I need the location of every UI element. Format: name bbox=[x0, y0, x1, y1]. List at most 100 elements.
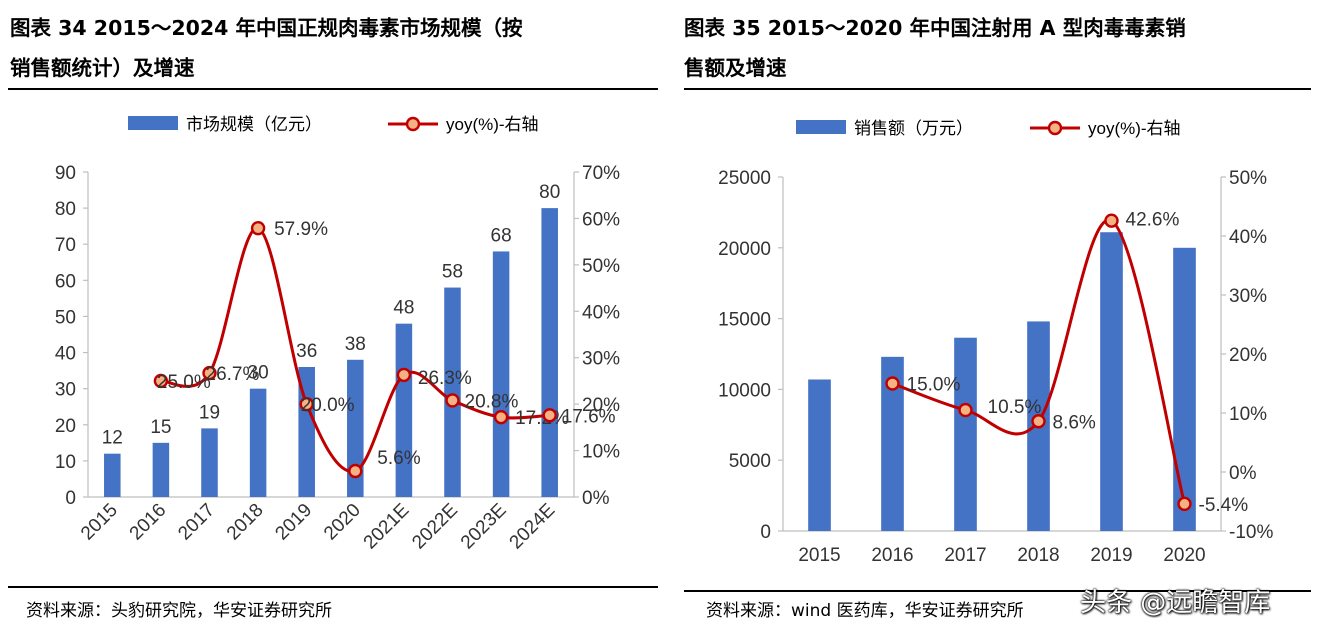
left-chart-bar-label: 12 bbox=[102, 428, 123, 449]
left-chart-yoy-label: 25.0% bbox=[157, 372, 211, 393]
left-chart-legend-line-label: yoy(%)-右轴 bbox=[446, 115, 539, 134]
left-chart-right-tick-label: 50% bbox=[582, 256, 620, 277]
left-chart-bar bbox=[395, 323, 413, 497]
left-chart-yoy-label: 20.8% bbox=[465, 391, 519, 412]
right-top-divider bbox=[684, 88, 1311, 90]
left-chart-bar-label: 80 bbox=[539, 182, 560, 203]
right-chart-title-line1: 图表 35 2015～2020 年中国注射用 A 型肉毒毒素销 bbox=[684, 16, 1186, 40]
left-chart-x-tick-label: 2021E bbox=[360, 500, 414, 554]
left-chart-right-tick-label: 30% bbox=[582, 349, 620, 370]
left-chart-yoy-marker bbox=[396, 367, 412, 383]
left-chart-left-tick-label: 80 bbox=[55, 199, 76, 220]
right-chart-yoy-marker bbox=[1104, 213, 1119, 228]
left-chart-bar-label: 38 bbox=[345, 334, 366, 355]
left-chart-x-tick-label: 2015 bbox=[77, 500, 122, 545]
left-chart-yoy-label: 26.7% bbox=[206, 364, 260, 385]
right-chart-legend-bar-swatch bbox=[796, 120, 846, 134]
left-chart-title-line1: 图表 34 2015～2024 年中国正规肉毒素市场规模（按 bbox=[10, 16, 523, 40]
left-chart-x-tick-label: 2020 bbox=[320, 500, 365, 545]
left-chart-right-tick-label: 70% bbox=[582, 163, 620, 184]
right-chart-legend-line-label: yoy(%)-右轴 bbox=[1088, 119, 1181, 138]
right-chart-right-tick-label: -10% bbox=[1229, 522, 1273, 543]
right-chart-yoy-label: 10.5% bbox=[988, 397, 1042, 418]
right-chart-legend-line-marker bbox=[1047, 120, 1063, 136]
right-chart-yoy-marker bbox=[1177, 496, 1192, 512]
right-chart-title-line2: 售额及增速 bbox=[684, 56, 787, 80]
left-chart-x-tick-label: 2023E bbox=[457, 500, 511, 554]
left-top-divider bbox=[8, 88, 658, 90]
right-chart-legend-bar-label: 销售额（万元） bbox=[854, 119, 973, 138]
left-chart-yoy-label: 26.3% bbox=[418, 368, 472, 389]
watermark: 头条 @远瞻智库 bbox=[1080, 588, 1271, 618]
left-chart-yoy-label: 17.6% bbox=[562, 406, 616, 427]
right-chart-bar bbox=[954, 337, 977, 531]
right-chart-right-tick-label: 0% bbox=[1229, 463, 1257, 484]
left-chart-yoy-label: 5.6% bbox=[377, 448, 420, 469]
right-source-note: 资料来源：wind 医药库，华安证券研究所 bbox=[706, 601, 1024, 621]
left-chart-bar-label: 36 bbox=[296, 341, 317, 362]
left-chart-bar-label: 15 bbox=[150, 417, 171, 438]
left-chart-yoy-marker bbox=[445, 393, 460, 408]
left-chart-x-tick-label: 2019 bbox=[271, 500, 316, 545]
left-chart-bar bbox=[249, 388, 267, 497]
right-chart-left-tick-label: 20000 bbox=[718, 239, 771, 260]
right-chart-title: 图表 35 2015～2020 年中国注射用 A 型肉毒毒素销 售额及增速 bbox=[684, 8, 1304, 88]
left-chart-x-tick-label: 2018 bbox=[223, 500, 268, 545]
left-source-note: 资料来源：头豹研究院，华安证券研究所 bbox=[26, 601, 332, 621]
left-chart-left-tick-label: 20 bbox=[55, 416, 76, 437]
right-chart-right-tick-label: 30% bbox=[1229, 286, 1267, 307]
left-chart-legend-bar-swatch bbox=[128, 116, 178, 130]
left-chart-left-tick-label: 50 bbox=[55, 307, 76, 328]
right-chart-left-tick-label: 10000 bbox=[718, 380, 771, 401]
right-chart-bar bbox=[1100, 232, 1123, 531]
left-chart-yoy-marker bbox=[493, 409, 509, 425]
left-chart-yoy-marker bbox=[153, 373, 169, 389]
left-chart-bar bbox=[347, 359, 364, 497]
right-chart-left-tick-label: 5000 bbox=[729, 451, 771, 472]
right-chart-right-tick-label: 20% bbox=[1229, 345, 1267, 366]
right-chart-x-tick-label: 2017 bbox=[944, 545, 986, 566]
left-chart-bar bbox=[152, 442, 170, 497]
right-chart-bar bbox=[881, 356, 904, 531]
left-chart-bar bbox=[444, 287, 461, 497]
left-chart-legend-line-marker bbox=[405, 116, 421, 132]
right-bottom-divider bbox=[684, 590, 1311, 592]
right-chart-x-tick-label: 2020 bbox=[1163, 545, 1205, 566]
left-chart-bar-label: 48 bbox=[393, 298, 414, 319]
left-chart-left-tick-label: 40 bbox=[55, 344, 76, 365]
left-chart-bar-label: 68 bbox=[491, 225, 512, 246]
right-chart-yoy-marker bbox=[1031, 414, 1046, 429]
left-chart-yoy-marker bbox=[299, 396, 314, 412]
left-bottom-divider bbox=[8, 586, 658, 588]
right-chart-right-tick-label: 40% bbox=[1229, 227, 1267, 248]
right-chart-yoy-marker bbox=[885, 376, 900, 391]
left-chart-bar bbox=[104, 453, 121, 497]
right-chart-yoy-label: 15.0% bbox=[907, 375, 961, 396]
left-chart-yoy-line bbox=[160, 226, 550, 473]
left-chart-right-tick-label: 10% bbox=[582, 442, 620, 463]
left-chart-yoy-label: 57.9% bbox=[274, 219, 328, 240]
left-chart-legend-bar-label: 市场规模（亿元） bbox=[186, 115, 322, 134]
left-chart-right-tick-label: 0% bbox=[582, 488, 610, 509]
right-chart-right-tick-label: 50% bbox=[1229, 168, 1267, 189]
left-chart-bar bbox=[492, 251, 510, 497]
right-chart-x-tick-label: 2015 bbox=[798, 545, 840, 566]
left-chart-bar-label: 58 bbox=[442, 262, 463, 283]
left-chart-x-tick-label: 2024E bbox=[506, 500, 560, 554]
left-chart-left-tick-label: 0 bbox=[65, 488, 76, 509]
right-chart-x-tick-label: 2018 bbox=[1017, 545, 1059, 566]
left-chart-left-tick-label: 10 bbox=[55, 452, 76, 473]
left-chart-yoy-marker bbox=[250, 220, 266, 236]
left-chart-title-line2: 销售额统计）及增速 bbox=[10, 56, 195, 80]
right-chart-yoy-label: 8.6% bbox=[1053, 412, 1096, 433]
right-chart-bar bbox=[1173, 247, 1196, 532]
left-chart-right-tick-label: 40% bbox=[582, 302, 620, 323]
right-chart-yoy-label: -5.4% bbox=[1199, 495, 1249, 516]
right-chart-bar bbox=[808, 379, 831, 531]
left-chart-left-tick-label: 60 bbox=[55, 271, 76, 292]
right-chart-yoy-marker bbox=[958, 402, 973, 418]
left-chart-x-tick-label: 2017 bbox=[174, 500, 219, 545]
right-chart-left-tick-label: 0 bbox=[760, 522, 771, 543]
left-chart-left-tick-label: 30 bbox=[55, 380, 76, 401]
